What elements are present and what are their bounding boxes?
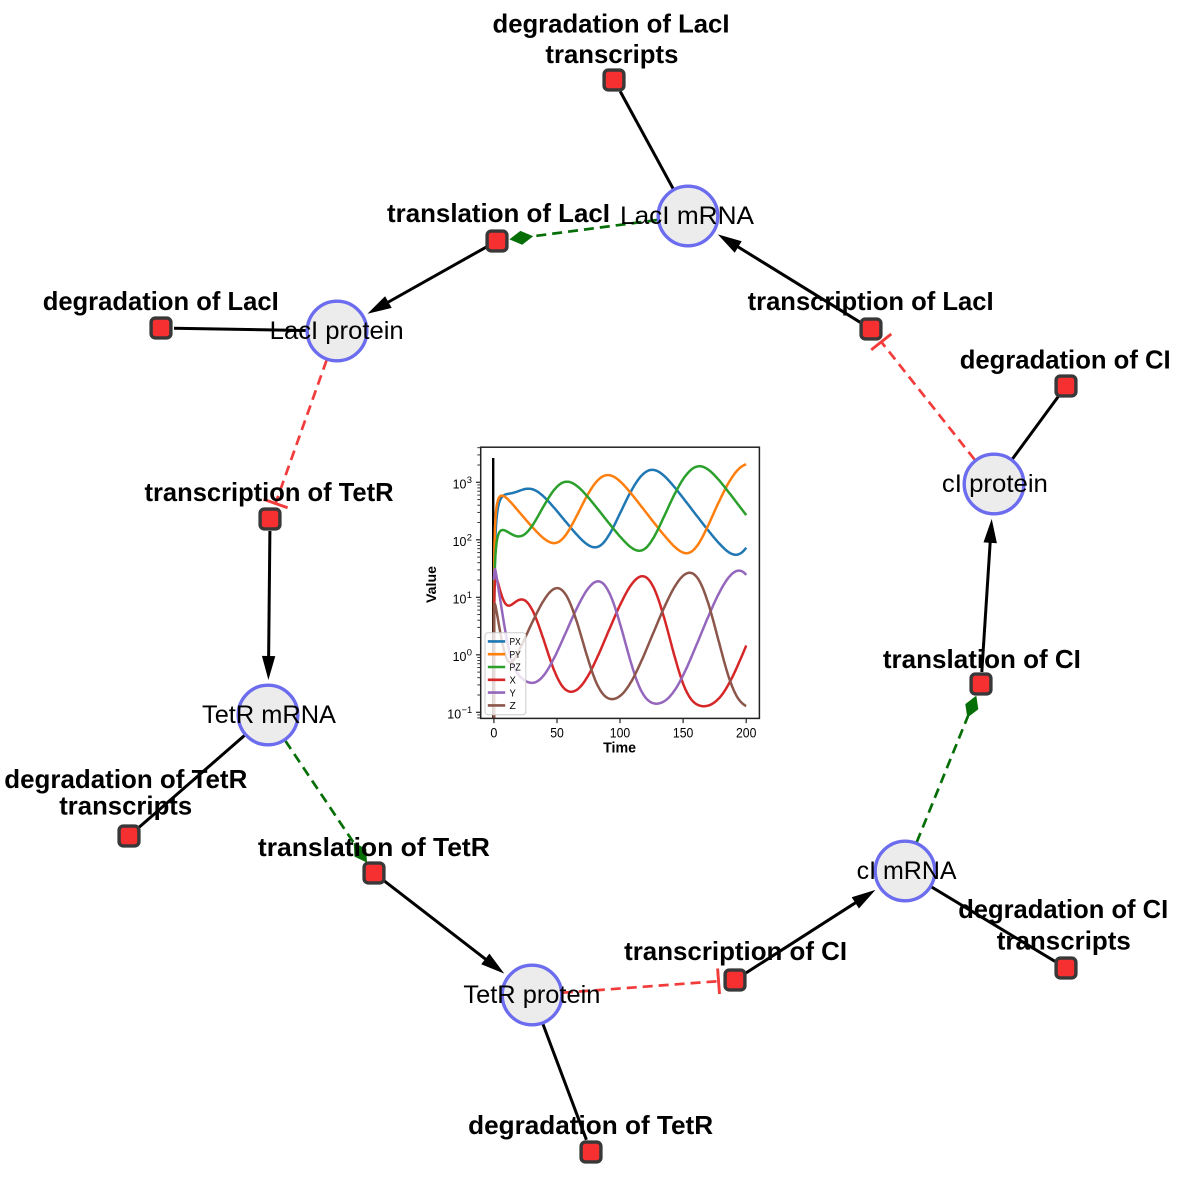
svg-text:degradation of LacI: degradation of LacI xyxy=(493,8,730,38)
svg-text:degradation of CI: degradation of CI xyxy=(960,344,1171,374)
svg-text:TetR mRNA: TetR mRNA xyxy=(202,701,336,729)
svg-text:1: 1 xyxy=(467,589,472,600)
svg-text:PY: PY xyxy=(510,650,522,661)
svg-text:LacI protein: LacI protein xyxy=(270,317,404,345)
svg-text:2: 2 xyxy=(467,532,472,543)
svg-text:150: 150 xyxy=(673,725,694,741)
svg-text:0: 0 xyxy=(490,725,497,741)
svg-text:degradation of TetR: degradation of TetR xyxy=(4,764,247,794)
svg-text:degradation of TetR: degradation of TetR xyxy=(468,1110,713,1140)
svg-text:10: 10 xyxy=(453,591,467,606)
svg-text:−1: −1 xyxy=(462,704,473,715)
svg-text:transcription of TetR: transcription of TetR xyxy=(145,477,394,507)
svg-text:transcripts: transcripts xyxy=(59,790,192,820)
svg-text:200: 200 xyxy=(736,725,757,741)
svg-text:translation of TetR: translation of TetR xyxy=(258,832,490,862)
svg-text:TetR protein: TetR protein xyxy=(463,981,600,1009)
svg-text:transcripts: transcripts xyxy=(997,926,1131,956)
svg-text:cI mRNA: cI mRNA xyxy=(857,857,957,885)
svg-text:PZ: PZ xyxy=(510,663,521,674)
svg-text:3: 3 xyxy=(467,474,472,485)
svg-text:transcription of LacI: transcription of LacI xyxy=(748,286,994,316)
svg-text:Value: Value xyxy=(423,566,439,603)
svg-text:degradation of LacI: degradation of LacI xyxy=(43,286,279,316)
svg-text:100: 100 xyxy=(610,725,631,741)
svg-text:10: 10 xyxy=(453,649,467,664)
svg-text:LacI mRNA: LacI mRNA xyxy=(620,202,754,230)
svg-text:degradation of CI: degradation of CI xyxy=(958,894,1168,924)
svg-text:0: 0 xyxy=(467,647,472,658)
svg-text:10: 10 xyxy=(453,476,467,491)
svg-text:X: X xyxy=(510,676,517,687)
svg-text:cI protein: cI protein xyxy=(942,470,1048,498)
svg-text:Z: Z xyxy=(510,701,516,712)
svg-text:transcripts: transcripts xyxy=(545,39,678,69)
svg-text:Time: Time xyxy=(603,741,636,757)
svg-text:transcription of CI: transcription of CI xyxy=(624,936,847,966)
svg-text:10: 10 xyxy=(447,706,461,721)
svg-text:PX: PX xyxy=(510,637,522,648)
svg-text:10: 10 xyxy=(453,534,467,549)
svg-text:translation of LacI: translation of LacI xyxy=(387,198,610,228)
svg-text:50: 50 xyxy=(550,725,564,741)
svg-text:Y: Y xyxy=(510,688,517,699)
svg-text:translation of CI: translation of CI xyxy=(883,644,1081,674)
